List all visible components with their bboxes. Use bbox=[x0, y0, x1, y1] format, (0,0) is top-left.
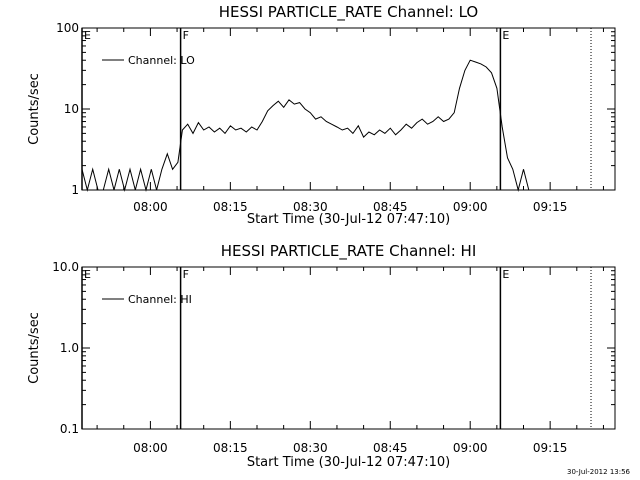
panel-2-marker-label: F bbox=[183, 268, 189, 281]
panel-2-chart-title: HESSI PARTICLE_RATE Channel: HI bbox=[221, 242, 477, 261]
panel-1-chart-title: HESSI PARTICLE_RATE Channel: LO bbox=[219, 3, 478, 22]
panel-1-marker-label: E bbox=[84, 29, 91, 42]
panel-1-series-line bbox=[81, 59, 530, 192]
panel-2-marker-label: E bbox=[502, 268, 509, 281]
panel-1-plot-frame bbox=[81, 27, 616, 191]
panel-1-x-tick-label: 08:00 bbox=[133, 200, 168, 214]
panel-1-x-tick-label: 09:15 bbox=[533, 200, 568, 214]
panel-1-x-tick-label: 09:00 bbox=[453, 200, 488, 214]
panel-1-marker-label: E bbox=[502, 29, 509, 42]
panel-1-legend-label: Channel: LO bbox=[128, 54, 195, 67]
panel-2-x-axis-label: Start Time (30-Jul-12 07:47:10) bbox=[247, 455, 450, 470]
panel-2-y-axis-label: Counts/sec bbox=[27, 312, 42, 384]
panel-1-x-tick-label: 08:45 bbox=[373, 200, 408, 214]
panel-2-y-tick-label: 0.1 bbox=[60, 422, 79, 436]
panel-2-x-tick-label: 08:45 bbox=[373, 441, 408, 455]
panel-2-marker-label: E bbox=[84, 268, 91, 281]
panel-2-legend-label: Channel: HI bbox=[128, 293, 192, 306]
panel-1-y-axis-label: Counts/sec bbox=[27, 73, 42, 145]
panel-1-x-axis-label: Start Time (30-Jul-12 07:47:10) bbox=[247, 212, 450, 227]
panel-2-y-tick-label: 1.0 bbox=[60, 341, 79, 355]
panel-2-x-tick-label: 09:00 bbox=[453, 441, 488, 455]
panel-2-x-tick-label: 08:00 bbox=[133, 441, 168, 455]
plot-timestamp: 30-Jul-2012 13:56 bbox=[566, 468, 630, 476]
panel-1-y-tick-label: 100 bbox=[56, 21, 79, 35]
panel-1-x-tick-label: 08:30 bbox=[293, 200, 328, 214]
panel-2-x-tick-label: 08:15 bbox=[213, 441, 248, 455]
panel-2-x-tick-label: 09:15 bbox=[533, 441, 568, 455]
panel-2-plot-frame bbox=[81, 266, 616, 430]
panel-2-x-tick-label: 08:30 bbox=[293, 441, 328, 455]
panel-1-y-tick-label: 1 bbox=[71, 183, 79, 197]
panel-1-x-tick-label: 08:15 bbox=[213, 200, 248, 214]
panel-2-y-tick-label: 10.0 bbox=[52, 260, 79, 274]
panel-1-y-tick-label: 10 bbox=[64, 102, 79, 116]
panel-1-marker-label: F bbox=[183, 29, 189, 42]
